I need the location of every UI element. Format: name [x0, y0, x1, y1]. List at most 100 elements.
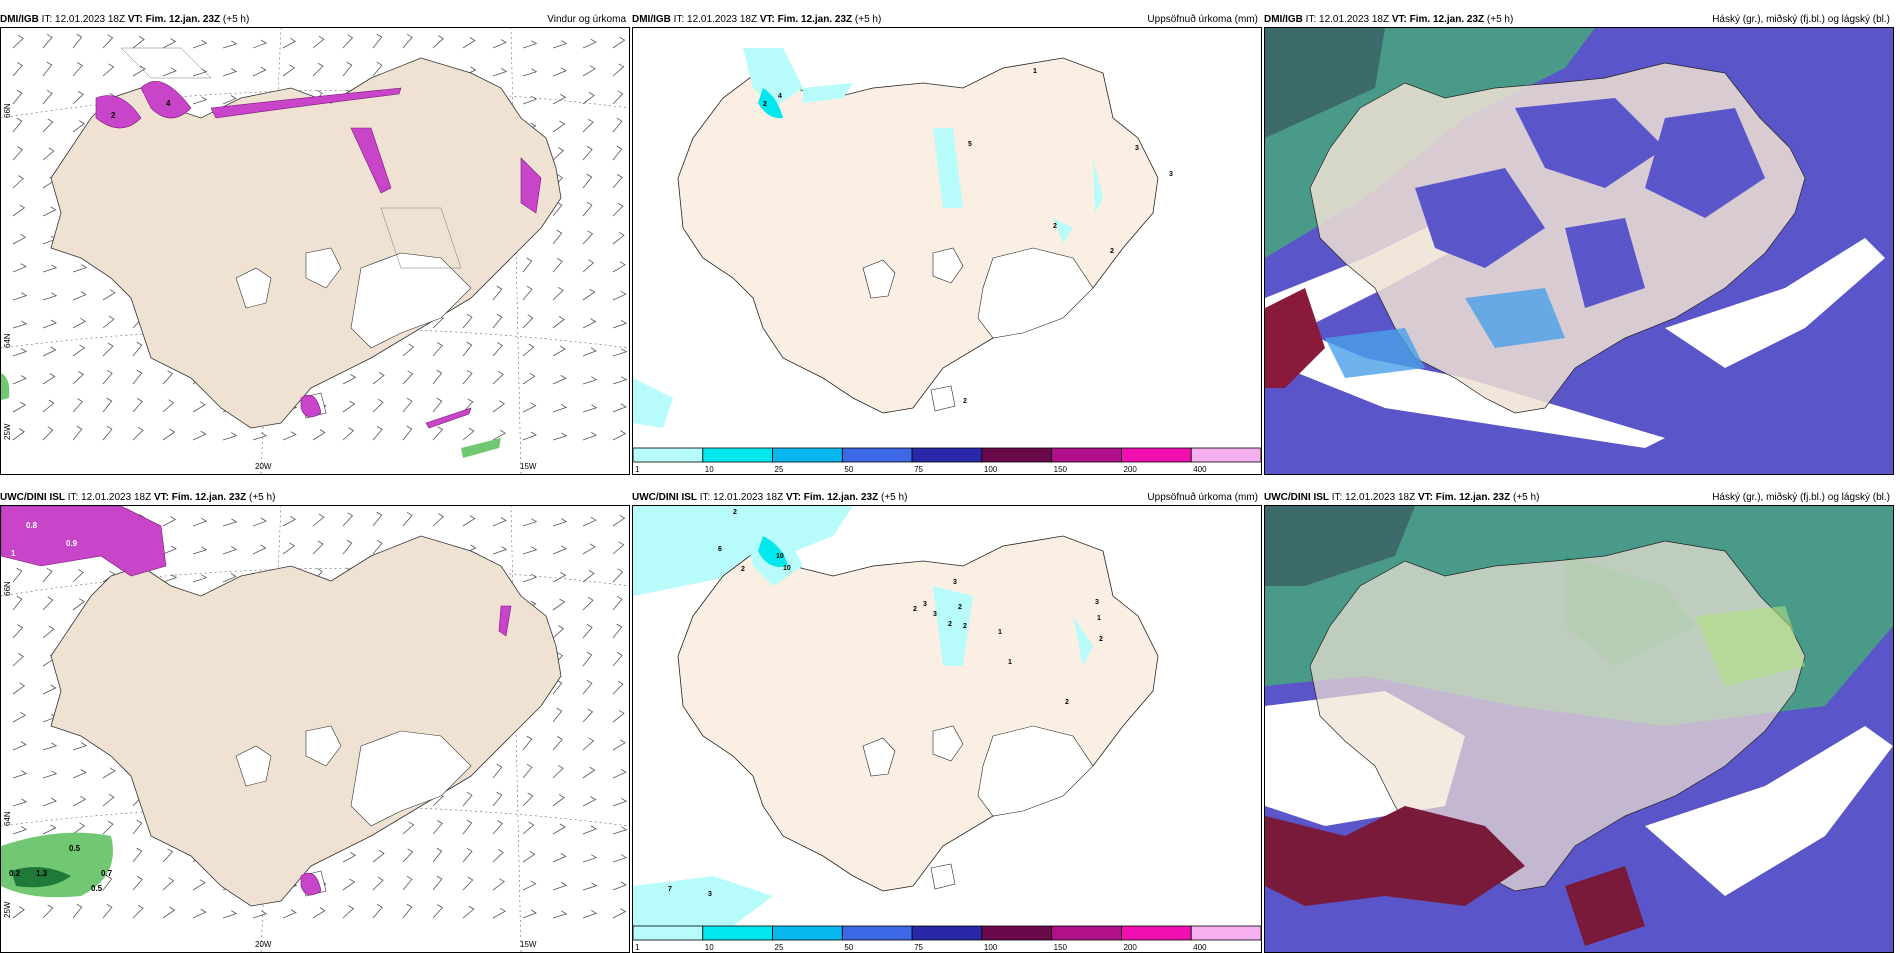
lead-time: (+5 h) — [1486, 14, 1514, 25]
wind-barb — [102, 570, 116, 583]
wind-barb — [612, 290, 627, 301]
colorbar-tick-label: 100 — [984, 465, 998, 474]
wind-barb — [612, 403, 627, 413]
lead-time: (+5 h) — [222, 14, 250, 25]
it-label: IT: — [673, 14, 685, 25]
colorbar-tick-label: 100 — [984, 943, 998, 952]
precip-label: 2 — [1053, 223, 1057, 230]
colorbar-tick-label: 10 — [705, 465, 714, 474]
wind-barb — [522, 95, 538, 105]
precip-label: 2 — [1110, 248, 1114, 255]
it-label: IT: — [67, 492, 79, 503]
wind-barb — [222, 910, 238, 919]
panel-dmi-clouds: DMI/IGB IT: 12.01.2023 18Z VT: Fim. 12.j… — [1264, 10, 1894, 475]
wind-barb — [372, 33, 383, 49]
wind-barb — [612, 202, 624, 217]
precip-label: 3 — [933, 611, 937, 618]
lead-time: (+5 h) — [249, 492, 276, 503]
colorbar: 1 10 25 50 75 100 150 200 400 — [633, 925, 1261, 952]
wind-barb — [372, 511, 383, 527]
glacier-langjokull — [862, 737, 896, 777]
wind-barb — [42, 904, 54, 919]
lead-time: (+5 h) — [881, 492, 908, 503]
wind-barb — [102, 425, 113, 441]
glacier-myrdalsjokull — [930, 863, 956, 890]
wind-barb — [72, 425, 83, 441]
wind-barb — [252, 544, 267, 555]
wind-barb — [552, 736, 563, 751]
map-clouds[interactable] — [1264, 27, 1894, 475]
map-clouds[interactable] — [1264, 505, 1894, 953]
high-cloud-dense — [1265, 506, 1415, 586]
panel-title: Uppsöfnuð úrkoma (mm) — [1147, 492, 1258, 503]
wind-barb — [522, 402, 537, 413]
colorbar-box — [702, 925, 773, 941]
wind-barb — [552, 882, 568, 891]
precip-label: 5 — [968, 141, 972, 148]
wind-barb — [12, 906, 25, 919]
map-accum-precip[interactable]: 2 6 2 10 10 3 3 3 2 2 2 1 3 1 2 2 2 1 7 … — [632, 505, 1262, 953]
precip-label: 3 — [708, 891, 712, 898]
wind-barb — [522, 763, 533, 779]
rain-label: 4 — [166, 99, 171, 108]
wind-barb — [102, 793, 115, 807]
wind-barb — [612, 797, 628, 807]
wind-barb — [192, 546, 208, 555]
wind-barb — [12, 741, 27, 751]
rain-label: 0.2 — [9, 869, 21, 878]
light-rain — [1, 373, 501, 458]
wind-barb — [462, 905, 475, 919]
lat-label-64n: 64N — [3, 811, 12, 826]
wind-barb — [522, 431, 538, 441]
wind-barb — [552, 258, 563, 273]
wind-barb — [132, 847, 143, 863]
it-value: 12.01.2023 18Z — [81, 492, 152, 503]
glacier-langjokull — [235, 745, 272, 787]
model-name: UWC/DINI ISL — [632, 492, 697, 503]
wind-barb — [612, 36, 626, 49]
wind-barb — [612, 709, 625, 723]
glacier-langjokull — [862, 259, 896, 299]
colorbar-tick-label: 1 — [635, 943, 640, 952]
it-label: IT: — [1331, 492, 1343, 503]
colorbar-box — [633, 447, 704, 463]
wind-barb — [552, 823, 566, 835]
wind-barb — [372, 539, 383, 555]
wind-barb — [312, 62, 324, 77]
colorbar-tick-label: 200 — [1123, 943, 1137, 952]
wind-barb — [132, 36, 145, 49]
panel-dmi-wind-precip: DMI/IGB IT: 12.01.2023 18Z VT: Fim. 12.j… — [0, 10, 630, 475]
wind-barb — [372, 850, 385, 863]
precip-label: 2 — [963, 398, 967, 405]
wind-barb — [612, 514, 626, 527]
lon-label-20w: 20W — [255, 462, 272, 471]
wind-barb — [312, 35, 325, 49]
glacier-vatnajokull — [977, 725, 1094, 817]
wind-barb — [72, 769, 87, 779]
wind-barb — [192, 39, 208, 49]
wind-barb — [582, 431, 598, 441]
wind-barb — [132, 904, 144, 919]
map-accum-precip[interactable]: 1 5 3 3 2 2 2 4 2 1 10 25 50 75 100 150 200 400 — [632, 27, 1262, 475]
wind-barb — [582, 146, 593, 161]
high-cloud-dense — [1265, 28, 1385, 138]
colorbar-box — [911, 925, 983, 941]
precip-label: 3 — [953, 579, 957, 586]
wind-barb — [552, 572, 567, 583]
wind-barb — [42, 33, 53, 49]
panel-header: UWC/DINI ISL IT: 12.01.2023 18Z VT: Fim.… — [632, 488, 1262, 508]
wind-barb — [492, 68, 508, 77]
map-wind-precip[interactable]: 2 4 — [0, 27, 630, 475]
precip-label: 2 — [741, 566, 745, 573]
map-wind-precip[interactable]: 0.8 0.9 1 0.5 1.3 0.7 0.5 0.2 — [0, 505, 630, 953]
vt-value: Fim. 12.jan. 23Z — [803, 492, 879, 503]
wind-barb — [522, 909, 538, 919]
colorbar-box — [633, 925, 704, 941]
wind-barb — [552, 147, 565, 161]
panel-title: Háský (gr.), miðský (fj.bl.) og lágský (… — [1712, 14, 1890, 25]
wind-barb — [612, 595, 623, 611]
wind-barb — [102, 767, 116, 779]
colorbar-tick-label: 10 — [705, 943, 714, 952]
wind-barb — [12, 428, 25, 441]
wind-barb — [42, 426, 54, 441]
